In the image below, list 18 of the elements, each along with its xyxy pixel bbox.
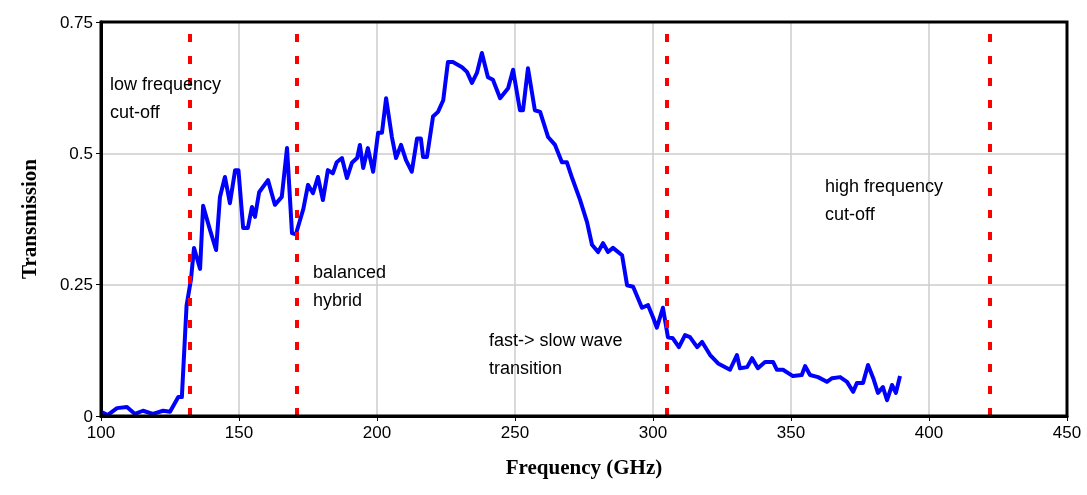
x-tick-label: 400 (914, 423, 944, 442)
y-tick-label: 0.25 (59, 275, 93, 295)
annotation: balanced hybrid (313, 262, 387, 310)
x-tick-label: 100 (86, 423, 116, 442)
annotation: fast-> slow wave transition (489, 330, 623, 378)
x-tick-label: 300 (638, 423, 668, 442)
y-axis-title: Transmission (16, 158, 41, 279)
annotation: high frequency cut-off (825, 176, 944, 224)
x-axis-title: Frequency (GHz) (505, 454, 663, 479)
y-tick-label: 0 (83, 406, 93, 426)
x-tick-label: 250 (500, 423, 530, 442)
x-tick-label: 450 (1052, 423, 1082, 442)
annotation: low frequency cut-off (110, 74, 222, 122)
y-tick-label: 0.75 (59, 12, 93, 32)
x-tick-label: 350 (776, 423, 806, 442)
x-tick-label: 200 (362, 423, 392, 442)
x-tick-label: 150 (224, 423, 254, 442)
y-tick-label: 0.5 (69, 143, 93, 163)
